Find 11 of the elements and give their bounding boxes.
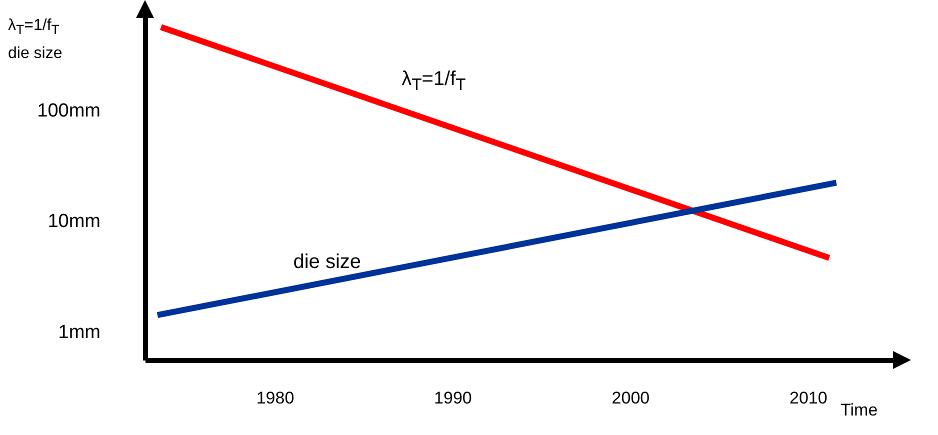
y-axis-title: λ$_{T}$=1/f$_{T}$ die size [8, 16, 62, 64]
x-tick-label: 2010 [790, 388, 828, 408]
x-axis-title: Time [840, 400, 878, 420]
x-tick-label: 1980 [256, 388, 294, 408]
y-tick-label: 1mm [58, 322, 100, 343]
series-label: die size [293, 250, 362, 274]
x-tick-label: 1990 [434, 388, 472, 408]
x-tick-label: 2000 [612, 388, 650, 408]
series-label: λ$_{T}$=1/f$_{T}$ [402, 68, 466, 96]
y-tick-label: 10mm [48, 211, 100, 232]
y-tick-label: 100mm [37, 100, 100, 122]
